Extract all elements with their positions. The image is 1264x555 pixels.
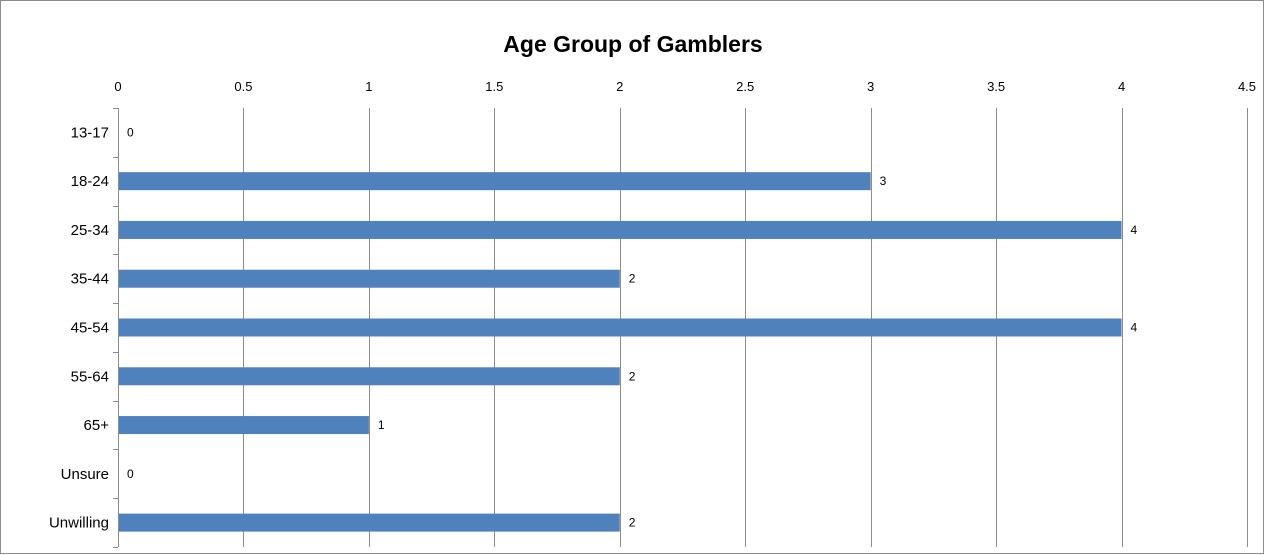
data-label-5: 2 [629, 369, 636, 383]
y-tick-label-7: Unsure [61, 466, 109, 483]
data-label-6: 1 [378, 418, 385, 432]
data-label-4: 4 [1131, 321, 1138, 335]
x-tick-label-1: 0.5 [234, 79, 252, 94]
bar-2 [119, 220, 1122, 239]
bar-3 [119, 269, 620, 288]
x-tick-label-3: 1.5 [485, 79, 503, 94]
bar-4 [119, 318, 1122, 337]
x-tick-label-6: 3 [867, 79, 874, 94]
y-tick-label-8: Unwilling [49, 515, 109, 532]
bar-5 [119, 367, 620, 386]
y-tick-label-0: 13-17 [71, 124, 109, 141]
bar-1 [119, 172, 871, 191]
x-tick-label-9: 4.5 [1238, 79, 1256, 94]
data-label-3: 2 [629, 272, 636, 286]
x-tick-label-2: 1 [365, 79, 372, 94]
y-tick-label-6: 65+ [84, 417, 110, 434]
data-label-0: 0 [127, 125, 134, 139]
x-tick-label-4: 2 [616, 79, 623, 94]
data-label-8: 2 [629, 516, 636, 530]
x-tick-label-5: 2.5 [736, 79, 754, 94]
y-tick-label-2: 25-34 [71, 222, 109, 239]
data-label-7: 0 [127, 467, 134, 481]
x-tick-label-0: 0 [114, 79, 121, 94]
data-label-1: 3 [880, 174, 887, 188]
data-label-2: 4 [1131, 223, 1138, 237]
y-tick-label-4: 45-54 [71, 320, 109, 337]
x-tick-label-8: 4 [1118, 79, 1125, 94]
chart-title: Age Group of Gamblers [503, 31, 763, 57]
y-tick-label-1: 18-24 [71, 173, 109, 190]
bar-8 [119, 513, 620, 532]
bar-6 [119, 416, 369, 435]
y-tick-label-5: 55-64 [71, 368, 109, 385]
y-tick-label-3: 35-44 [71, 271, 109, 288]
x-tick-label-7: 3.5 [987, 79, 1005, 94]
